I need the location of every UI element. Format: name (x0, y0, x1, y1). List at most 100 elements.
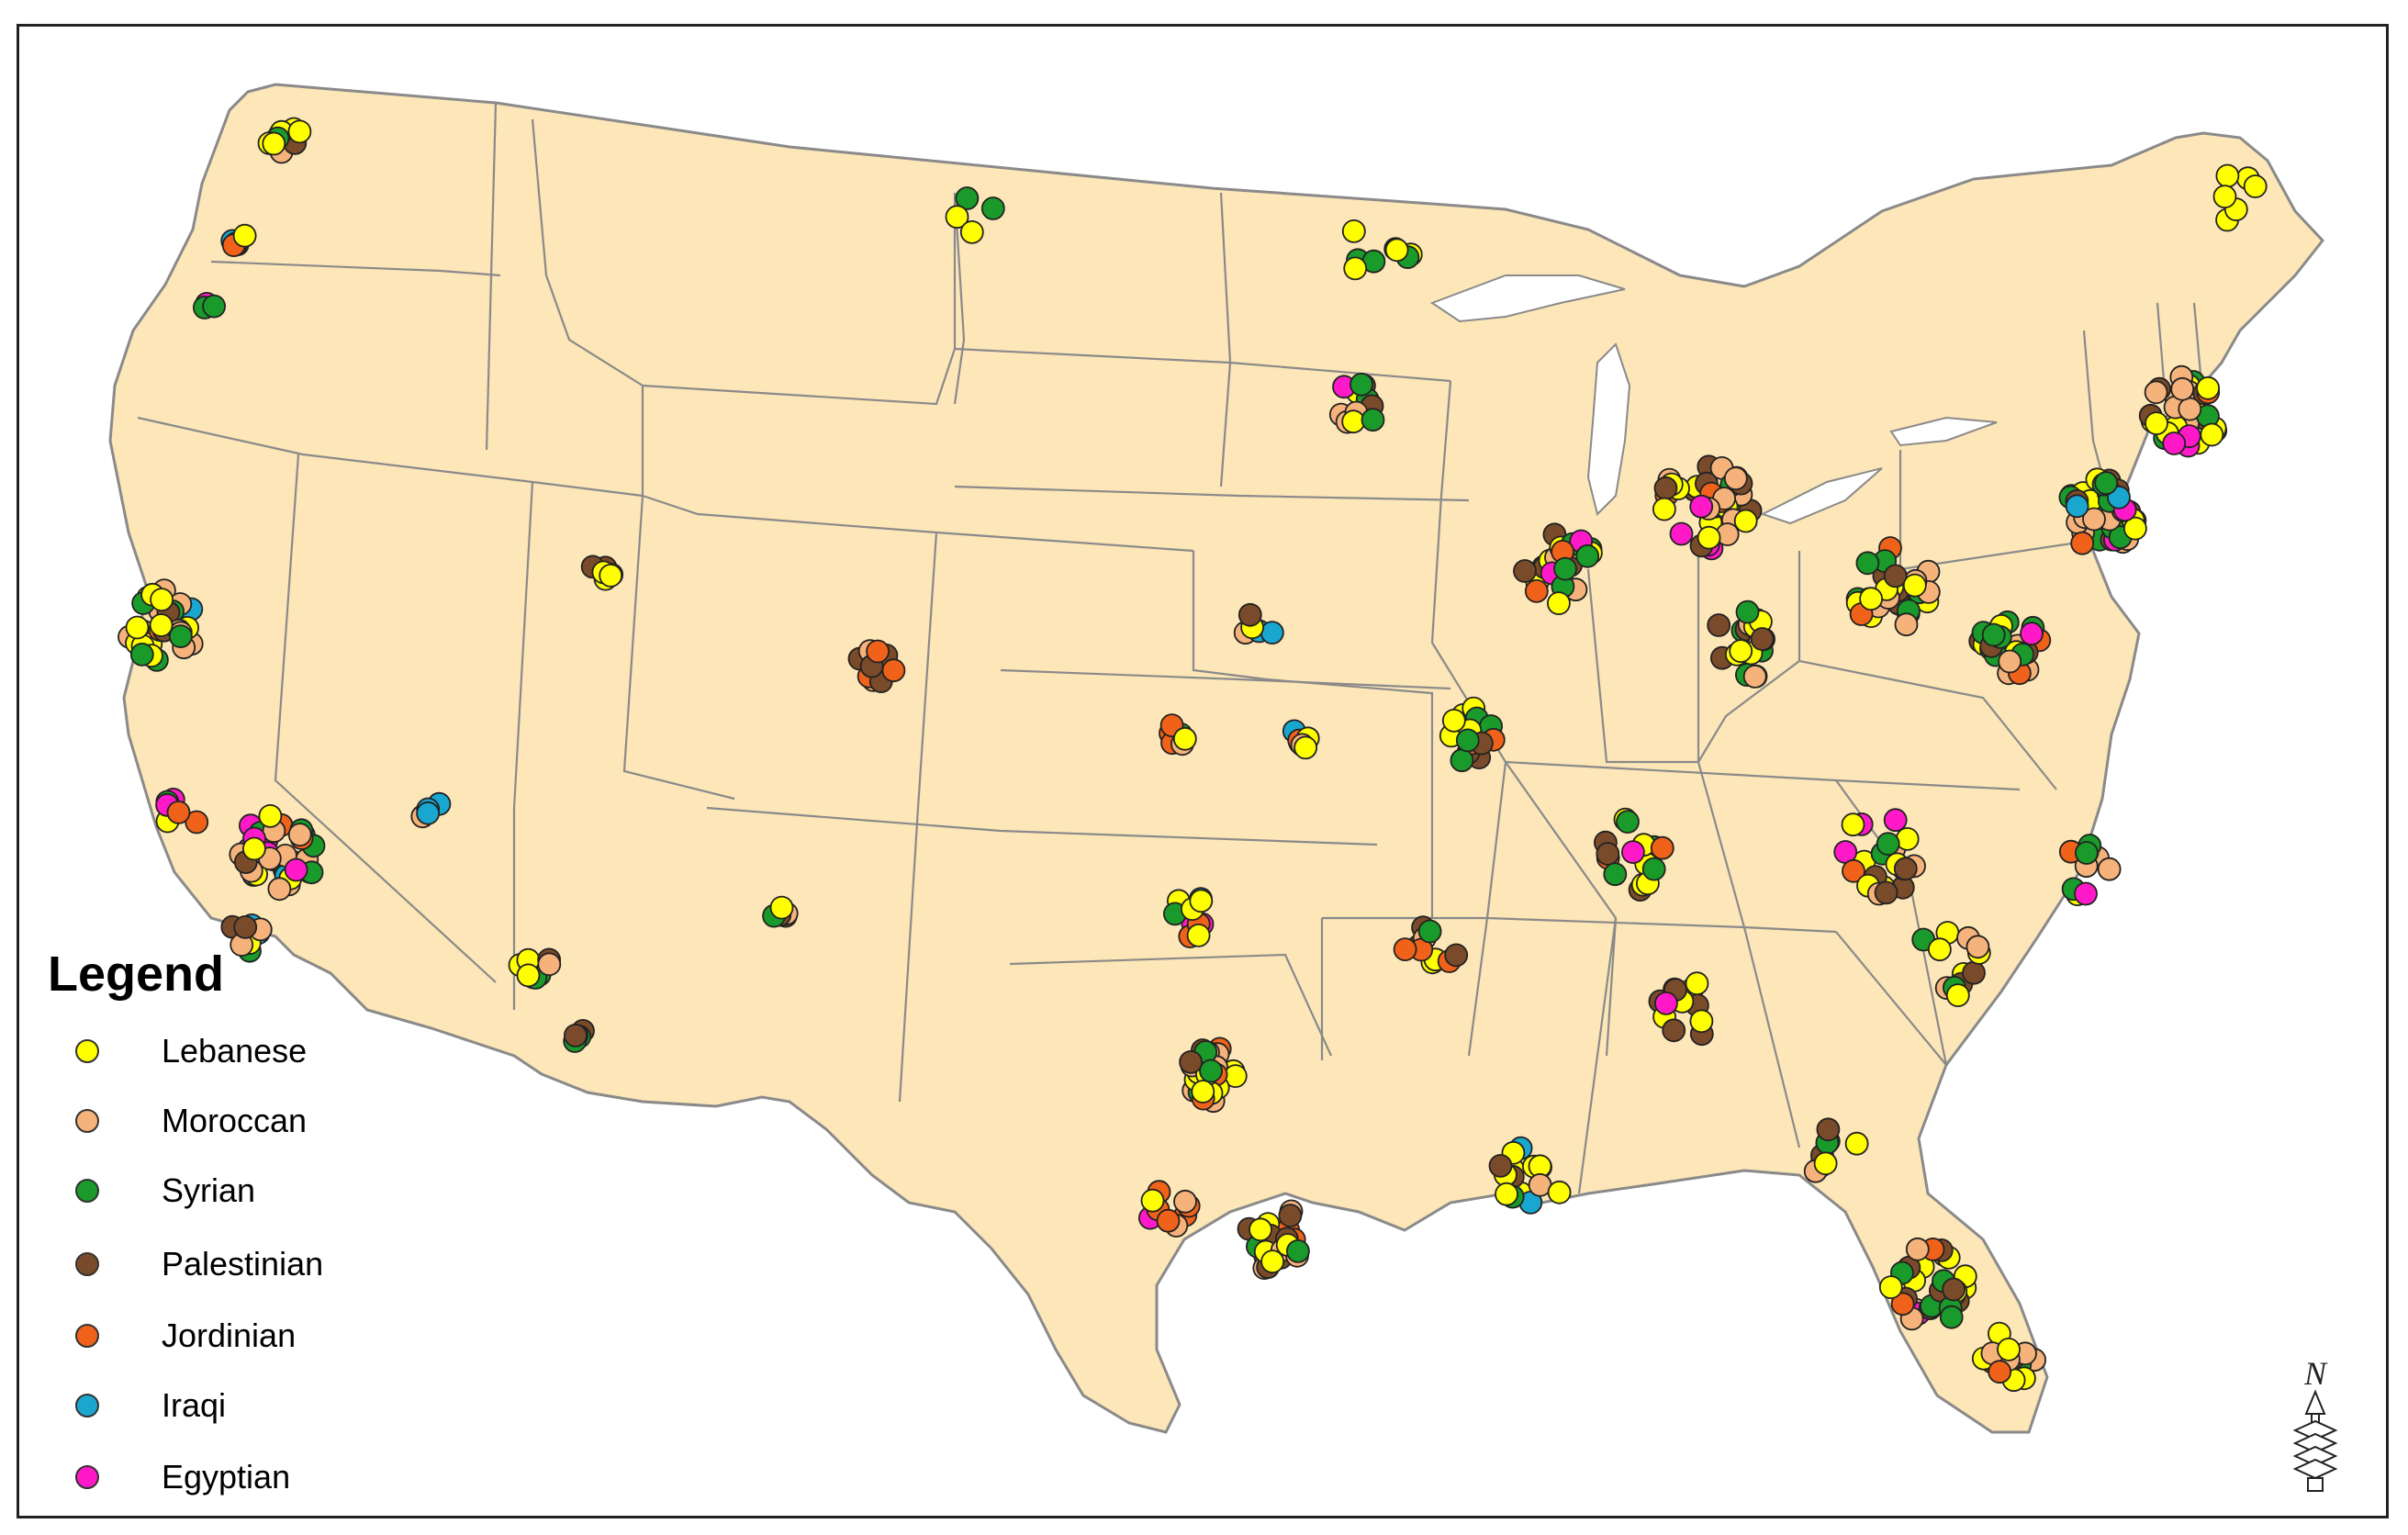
marker-egyptian (1654, 992, 1678, 1015)
marker-egyptian (2020, 622, 2044, 646)
marker-lebanese (2196, 375, 2221, 400)
marker-syrian (1735, 599, 1760, 624)
marker-jordinian (1156, 1208, 1181, 1233)
lake-erie (1760, 467, 1883, 525)
marker-syrian (1450, 748, 1474, 773)
marker-lebanese (2145, 411, 2168, 436)
marker-lebanese (2215, 163, 2240, 188)
legend-item-egyptian: Egyptian (75, 1454, 290, 1500)
marker-lebanese (1902, 573, 1927, 598)
marker-lebanese (149, 613, 174, 637)
marker-palestinian (1596, 842, 1620, 866)
marker-lebanese (1172, 726, 1197, 751)
marker-lebanese (150, 588, 174, 611)
marker-syrian (1575, 543, 1600, 568)
legend-item-lebanese: Lebanese (75, 1028, 307, 1074)
marker-lebanese (1140, 1188, 1165, 1213)
marker-lebanese (1997, 1338, 2021, 1361)
marker-jordinian (1650, 835, 1674, 860)
us-landmass (108, 83, 2324, 1434)
marker-syrian (1350, 372, 1373, 397)
marker-palestinian (233, 915, 258, 939)
state-borders (137, 102, 2205, 1194)
lake-ontario (1889, 416, 1998, 447)
marker-jordinian (866, 639, 890, 664)
legend-marker-jordinian (75, 1324, 99, 1348)
marker-egyptian (284, 857, 308, 882)
marker-lebanese (1495, 1182, 1518, 1206)
marker-lebanese (1186, 924, 1211, 947)
legend-label-palestinian: Palestinian (162, 1245, 324, 1283)
marker-syrian (129, 643, 154, 667)
marker-lebanese (2200, 422, 2224, 447)
marker-lebanese (1189, 889, 1214, 913)
marker-lebanese (2212, 185, 2237, 209)
marker-lebanese (1927, 937, 1952, 962)
marker-moroccan (2097, 857, 2122, 881)
marker-palestinian (1942, 1277, 1966, 1302)
marker-moroccan (1742, 665, 1767, 689)
marker-syrian (1286, 1239, 1310, 1263)
marker-iraqi (416, 801, 441, 825)
legend-marker-palestinian (75, 1252, 99, 1276)
marker-syrian (1855, 551, 1880, 576)
legend-label-syrian: Syrian (162, 1171, 256, 1209)
marker-lebanese (1547, 591, 1571, 615)
marker-egyptian (1689, 494, 1714, 519)
north-arrow: N (2288, 1355, 2343, 1499)
marker-jordinian (166, 801, 191, 824)
marker-syrian (1199, 1059, 1223, 1083)
lake-superior (1429, 275, 1626, 323)
marker-egyptian (1621, 840, 1645, 864)
marker-lebanese (1859, 587, 1883, 611)
legend-marker-lebanese (75, 1039, 99, 1063)
marker-syrian (168, 624, 193, 648)
legend-marker-moroccan (75, 1109, 99, 1133)
marker-lebanese (1878, 1275, 1903, 1299)
marker-palestinian (1816, 1117, 1841, 1142)
marker-moroccan (1966, 935, 1990, 959)
marker-syrian (1616, 810, 1640, 834)
marker-lebanese (1249, 1217, 1272, 1242)
marker-lebanese (959, 219, 984, 244)
marker-lebanese (1547, 1180, 1572, 1204)
marker-syrian (1455, 728, 1480, 753)
marker-lebanese (1341, 409, 1366, 434)
marker-lebanese (1341, 218, 1366, 243)
marker-moroccan (1905, 1237, 1930, 1261)
legend-label-lebanese: Lebanese (162, 1032, 308, 1070)
north-arrow-icon: N (2292, 1355, 2338, 1492)
marker-iraqi (2065, 494, 2089, 519)
marker-moroccan (1894, 612, 1919, 637)
marker-lebanese (1685, 971, 1709, 996)
marker-lebanese (262, 131, 286, 156)
marker-egyptian (1669, 521, 1694, 546)
legend-title: Legend (48, 947, 225, 1002)
marker-palestinian (1488, 1154, 1513, 1178)
marker-moroccan (2178, 397, 2202, 421)
marker-moroccan (2170, 376, 2195, 401)
marker-syrian (1641, 857, 1666, 881)
marker-lebanese (241, 836, 266, 861)
marker-lebanese (1841, 812, 1865, 837)
marker-jordinian (2070, 531, 2095, 555)
legend-item-jordinian: Jordinian (75, 1313, 296, 1359)
marker-palestinian (1444, 943, 1469, 968)
marker-palestinian (1662, 1018, 1686, 1043)
marker-lebanese (1689, 1009, 1714, 1034)
legend-label-iraqi: Iraqi (162, 1386, 227, 1424)
marker-syrian (980, 196, 1005, 220)
marker-jordinian (185, 810, 209, 835)
marker-lebanese (1844, 1131, 1869, 1156)
marker-lebanese (769, 895, 794, 920)
marker-jordinian (1988, 1360, 2012, 1384)
marker-lebanese (2122, 516, 2147, 541)
marker-palestinian (1278, 1204, 1303, 1227)
marker-lebanese (1813, 1151, 1838, 1176)
marker-palestinian (1750, 627, 1775, 651)
marker-palestinian (1883, 564, 1908, 588)
marker-moroccan (1998, 649, 2022, 674)
marker-lebanese (1441, 709, 1466, 733)
marker-lebanese (1652, 497, 1676, 521)
marker-syrian (1417, 919, 1442, 944)
